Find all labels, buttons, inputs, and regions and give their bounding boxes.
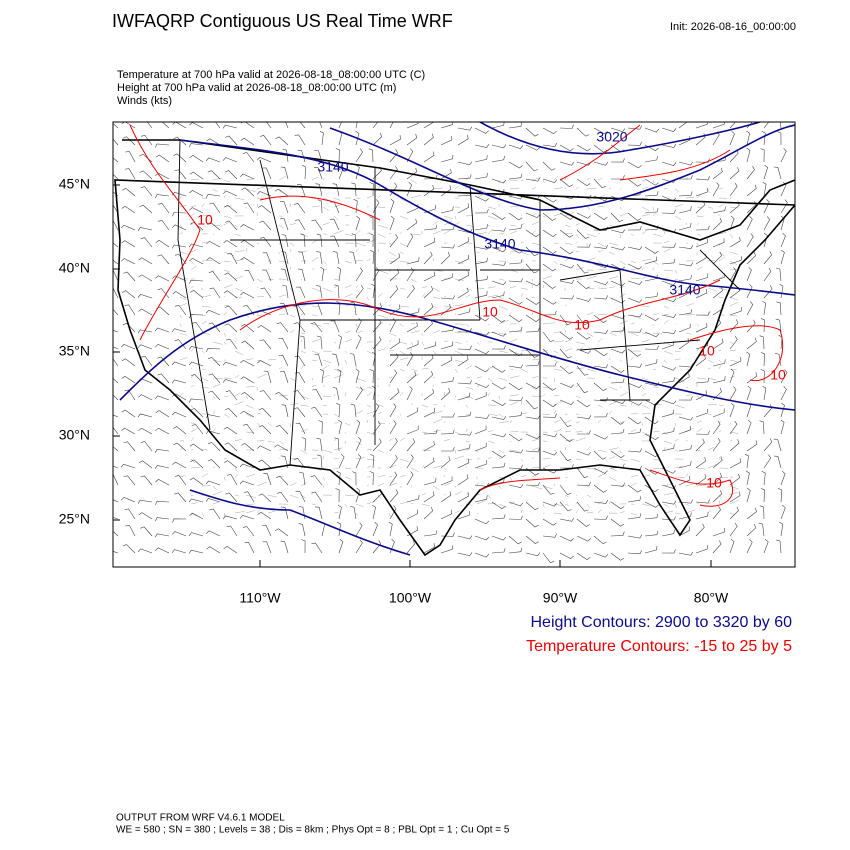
- contour-label: 3140: [484, 236, 515, 252]
- temperature-contours: [129, 124, 784, 507]
- lat-label: 45°N: [59, 176, 90, 192]
- contour-label: 3140: [317, 159, 348, 175]
- wind-barbs: [113, 122, 788, 563]
- axis-labels: 45°N 40°N 35°N 30°N 25°N 110°W 100°W 90°W 80°W: [59, 176, 729, 606]
- contour-label: 3020: [596, 129, 627, 145]
- lat-label: 30°N: [59, 427, 90, 443]
- contour-label: 10: [706, 475, 722, 491]
- map-frame: [112, 121, 796, 568]
- map: 3020 3140 3140 3140 10 10 10 10 10 10: [113, 122, 795, 563]
- contour-labels: 3020 3140 3140 3140 10 10 10 10 10 10: [197, 129, 786, 491]
- lon-label: 80°W: [694, 590, 729, 606]
- contour-label: 10: [482, 304, 498, 320]
- us-outline: [114, 139, 795, 557]
- county-lines: [179, 175, 740, 517]
- field-label: Height at 700 hPa valid at 2026-08-18_08…: [117, 82, 396, 94]
- footer-model: OUTPUT FROM WRF V4.6.1 MODEL: [116, 813, 285, 824]
- lon-label: 110°W: [239, 590, 281, 606]
- contour-label: 3140: [669, 282, 700, 298]
- contour-label: 10: [197, 212, 213, 228]
- init-time: Init: 2026-08-16_00:00:00: [670, 21, 796, 33]
- title: IWFAQRP Contiguous US Real Time WRF: [112, 11, 453, 31]
- state-borders: [177, 139, 741, 470]
- lat-label: 40°N: [59, 260, 90, 276]
- contour-label: 10: [770, 367, 786, 383]
- field-label: Temperature at 700 hPa valid at 2026-08-…: [117, 69, 425, 81]
- county-line: [179, 175, 740, 517]
- legend-height: Height Contours: 2900 to 3320 by 60: [530, 614, 792, 631]
- lon-label: 90°W: [543, 590, 578, 606]
- field-label: Winds (kts): [117, 95, 172, 107]
- lat-label: 25°N: [59, 511, 90, 527]
- lon-label: 100°W: [389, 590, 432, 606]
- contour-label: 10: [699, 343, 715, 359]
- legend-temperature: Temperature Contours: -15 to 25 by 5: [526, 638, 792, 655]
- wind-barb: [113, 122, 788, 563]
- footer-config: WE = 580 ; SN = 380 ; Levels = 38 ; Dis …: [116, 825, 510, 836]
- height-contours: [119, 122, 795, 556]
- lat-label: 35°N: [59, 343, 90, 359]
- contour-label: 10: [574, 317, 590, 333]
